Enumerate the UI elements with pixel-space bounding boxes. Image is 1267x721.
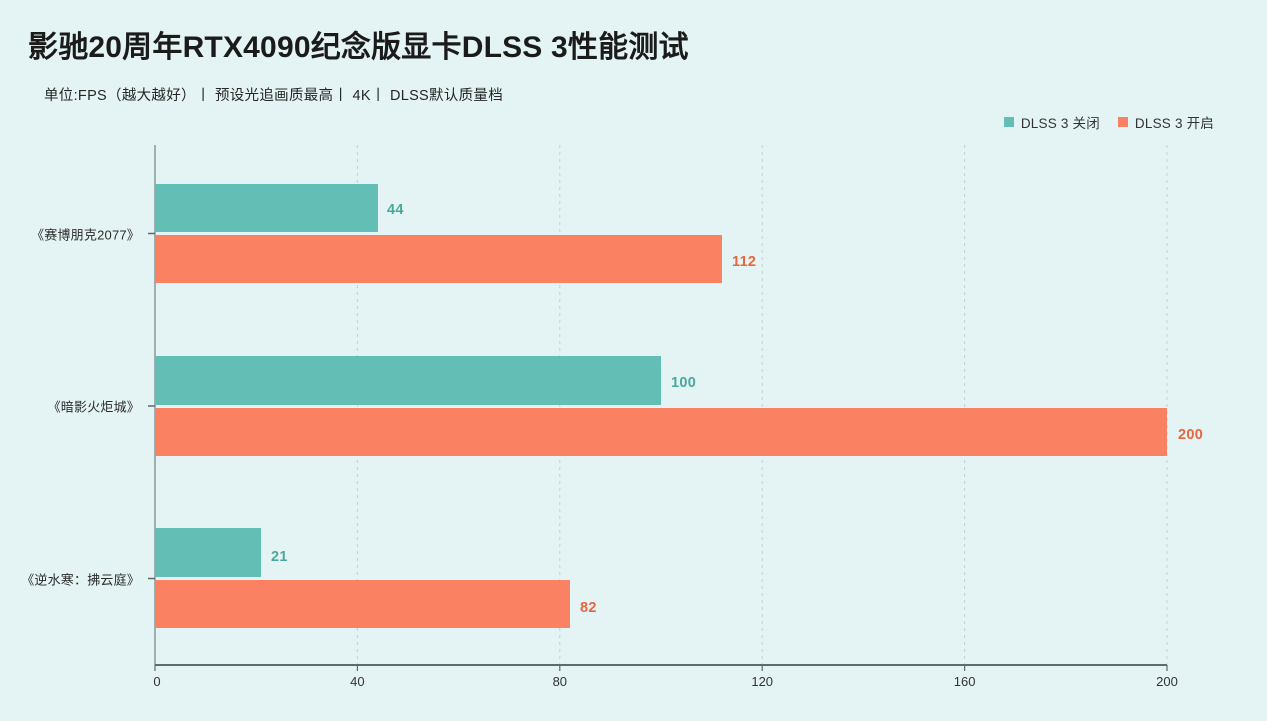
x-axis-tick-label: 120 [751,674,774,689]
bar-dlss-off-shadow-torch-city[interactable] [155,356,661,405]
bar-dlss-on-cyberpunk2077[interactable] [155,235,722,283]
bar-value-label: 44 [387,202,404,218]
legend-item-dlss-on[interactable]: DLSS 3 开启 [1117,112,1214,132]
chart-legend: DLSS 3 关闭 DLSS 3 开启 [1003,112,1214,132]
x-axis-tick-label: 80 [552,674,568,689]
legend-label: DLSS 3 开启 [1134,116,1214,131]
legend-item-dlss-off[interactable]: DLSS 3 关闭 [1003,112,1100,132]
bar-value-label: 100 [671,375,697,391]
bar-dlss-on-nishuihan[interactable] [155,580,570,628]
bar-value-label: 21 [271,549,288,565]
y-axis-ticks [148,232,155,580]
x-axis-tick-label: 40 [350,674,365,689]
bar-dlss-off-nishuihan[interactable] [155,528,262,577]
category-label: 《暗影火炬城》 [47,399,140,415]
category-label: 《逆水寒：拂云庭》 [21,572,140,587]
legend-label: DLSS 3 关闭 [1020,116,1100,131]
bar-dlss-on-shadow-torch-city[interactable] [155,408,1167,456]
chart-subtitle: 单位:FPS（越大越好）丨 预设光追画质最高丨 4K丨 DLSS默认质量档 [44,88,504,104]
x-axis-tick-label: 200 [1156,674,1178,689]
bar-value-label: 82 [580,600,597,616]
square-marker-icon [1003,117,1014,127]
x-axis-tick-label: 160 [953,674,976,689]
page-title: 影驰20周年RTX4090纪念版显卡DLSS 3性能测试 [28,31,689,64]
x-axis-tick-label: 0 [153,674,161,689]
x-axis-ticks [154,665,1168,671]
bar-dlss-off-cyberpunk2077[interactable] [155,184,378,232]
square-marker-icon [1117,117,1128,127]
bar-value-label: 200 [1178,427,1204,443]
category-label: 《赛博朋克2077》 [31,227,140,242]
bar-value-label: 112 [732,254,757,270]
